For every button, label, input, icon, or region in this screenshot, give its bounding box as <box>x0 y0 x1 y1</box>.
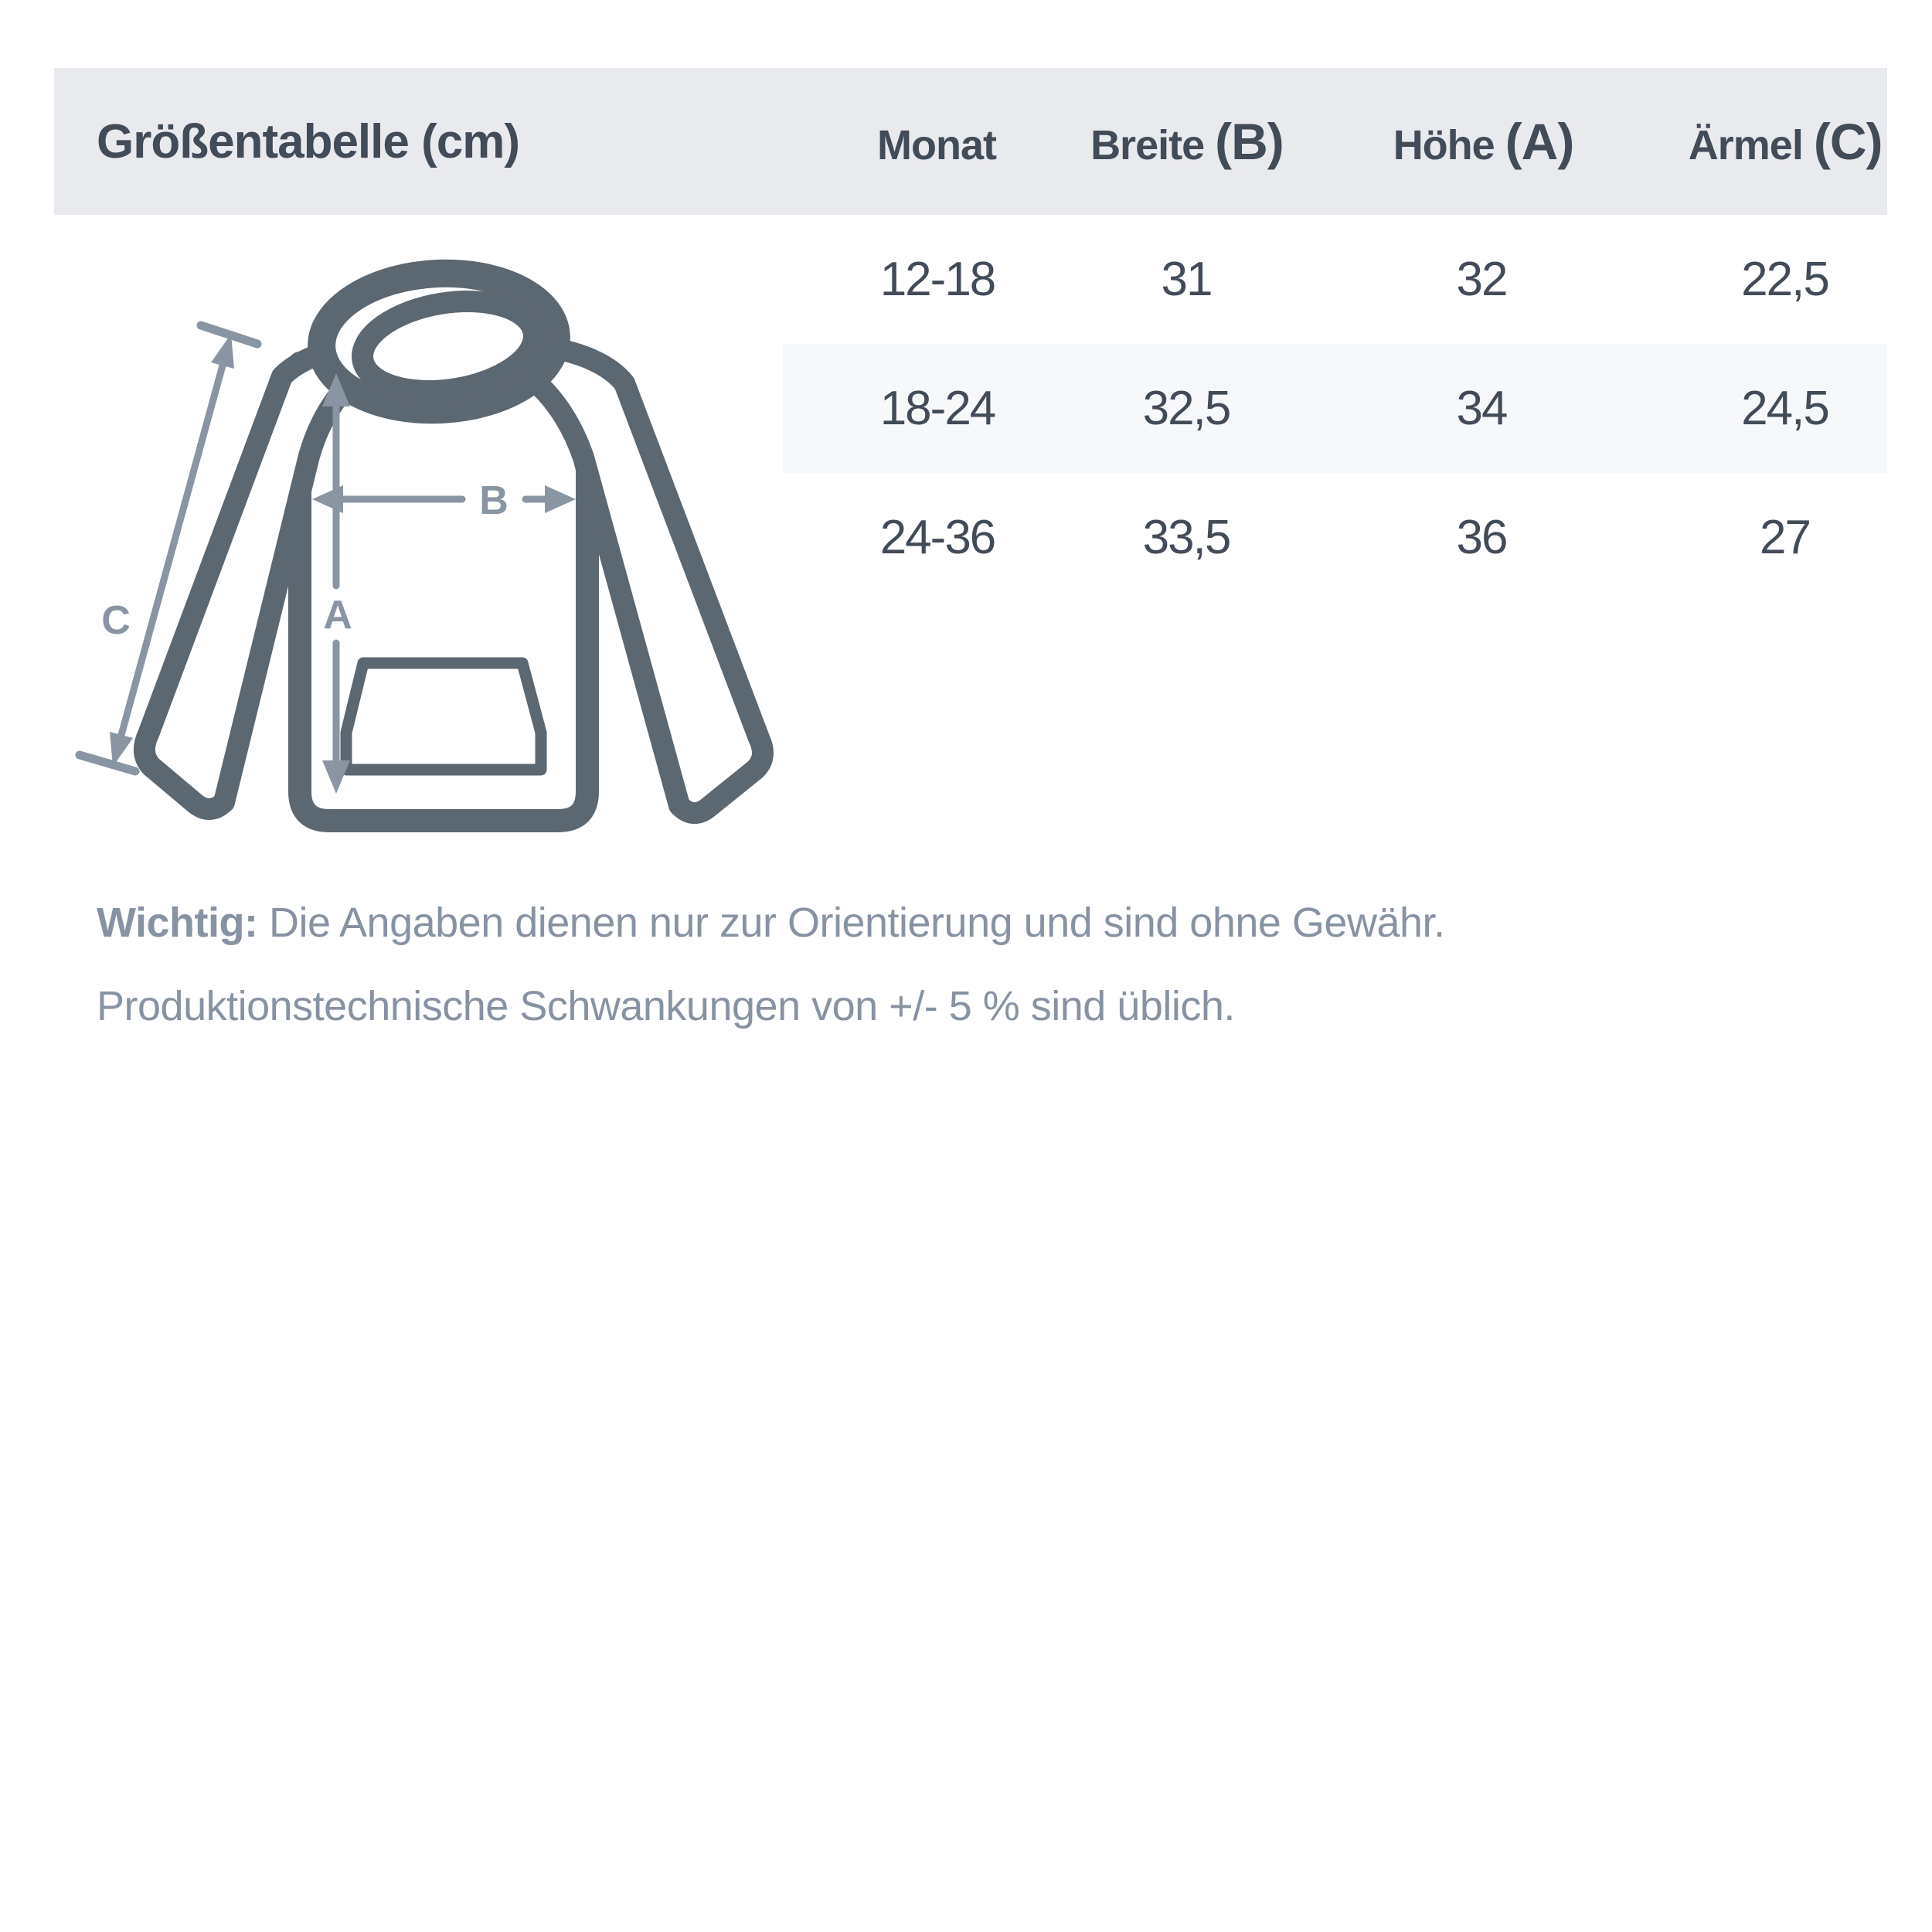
hood-inner-ring <box>352 290 545 403</box>
cell-monat: 12-18 <box>879 253 997 306</box>
column-header-monat: Monat <box>877 122 997 168</box>
cell-monat: 24-36 <box>879 511 997 564</box>
page-title: Größentabelle (cm) <box>97 114 520 168</box>
table-column-headers: Monat Breite (B) Höhe (A) Ärmel (C) <box>783 68 1887 215</box>
disclaimer-lead: Wichtig: <box>97 900 258 946</box>
table-header-bar: Größentabelle (cm) <box>54 68 1887 215</box>
disclaimer-note: Wichtig: Die Angaben dienen nur zur Orie… <box>97 881 1758 1048</box>
column-header-hoehe: Höhe (A) <box>1393 113 1575 170</box>
cell-aermel: 27 <box>1760 511 1811 564</box>
column-header-aermel: Ärmel (C) <box>1688 113 1883 170</box>
column-header-breite: Breite (B) <box>1090 113 1284 170</box>
cell-breite: 31 <box>1161 253 1213 306</box>
cell-hoehe: 34 <box>1456 382 1509 435</box>
cell-breite: 32,5 <box>1142 382 1232 435</box>
cell-breite: 33,5 <box>1142 511 1232 564</box>
table-row: 24-36 33,5 36 27 <box>783 473 1887 602</box>
cell-hoehe: 32 <box>1456 253 1509 306</box>
cell-monat: 18-24 <box>879 382 997 435</box>
label-a: A <box>323 593 352 638</box>
label-c: C <box>101 598 131 643</box>
table-row: 18-24 32,5 34 24,5 <box>783 344 1887 473</box>
table-row: 12-18 31 32 22,5 <box>783 215 1887 344</box>
cell-aermel: 24,5 <box>1741 382 1830 435</box>
measure-arrow-b <box>312 485 576 513</box>
size-table: 12-18 31 32 22,5 18-24 32,5 34 24,5 24-3… <box>783 215 1887 602</box>
hoodie-left-sleeve <box>133 331 389 820</box>
label-b: B <box>479 478 509 523</box>
cell-hoehe: 36 <box>1456 511 1509 564</box>
hoodie-pocket <box>340 657 547 776</box>
measure-arrow-c <box>75 321 262 776</box>
disclaimer-line-1: Wichtig: Die Angaben dienen nur zur Orie… <box>97 900 1445 946</box>
cell-aermel: 22,5 <box>1741 253 1830 306</box>
hoodie-right-sleeve <box>513 333 774 824</box>
disclaimer-line-2: Produktionstechnische Schwankungen von +… <box>97 983 1235 1029</box>
hoodie-measurement-diagram: A B C <box>75 259 774 832</box>
